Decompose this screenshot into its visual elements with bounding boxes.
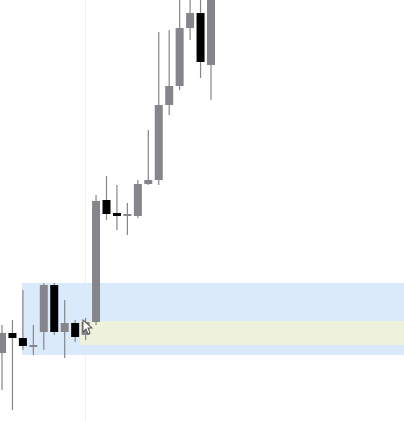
candle-body [186,13,195,28]
candle-body [8,333,17,338]
candle-body [60,323,69,332]
cursor [82,318,94,335]
candles [0,0,215,410]
candle-body [175,28,184,86]
candle-body [39,285,48,332]
candle-body [50,285,59,332]
candle-body [92,201,101,322]
candle-body [18,338,27,346]
candle-body [123,214,132,216]
candle-body [29,345,38,347]
candle-body [71,323,80,337]
candle-body [207,0,215,65]
zone-yellow [80,321,404,345]
candle-body [196,13,205,62]
candle-body [102,200,111,214]
candle-body [154,105,163,180]
candle-body [112,213,121,216]
candle-body [165,86,174,105]
candle-body [144,180,153,184]
candle-body [0,333,6,353]
candle-body [133,184,142,216]
